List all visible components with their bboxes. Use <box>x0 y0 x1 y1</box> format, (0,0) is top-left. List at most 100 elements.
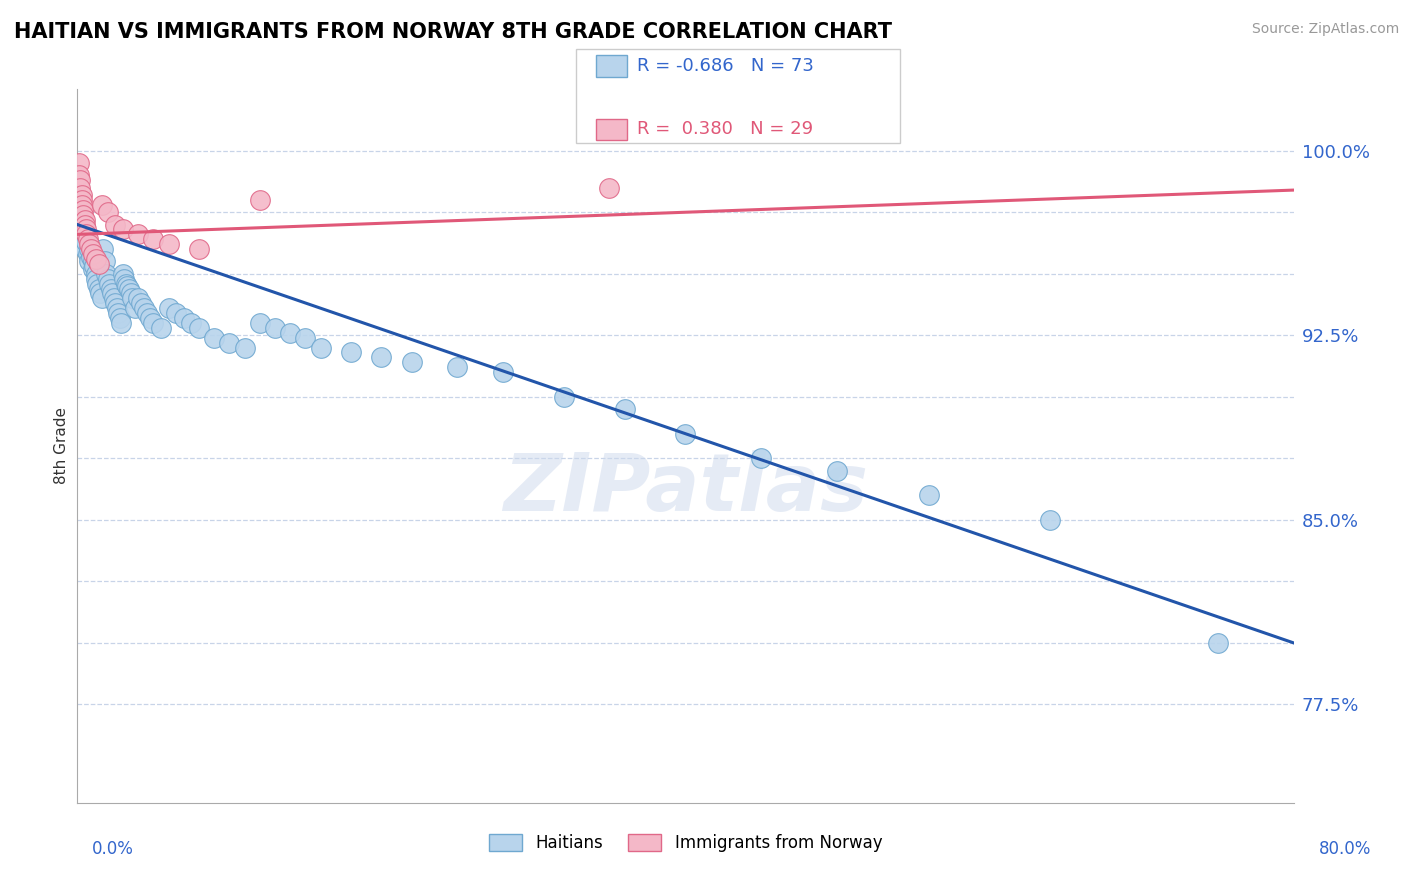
Point <box>136 306 159 320</box>
Point <box>340 345 363 359</box>
Point <box>173 311 195 326</box>
Point <box>90 198 112 212</box>
Point <box>233 341 256 355</box>
Point <box>139 311 162 326</box>
Point <box>202 331 225 345</box>
Point <box>249 193 271 207</box>
Point <box>1206 636 1229 650</box>
Point <box>72 208 94 222</box>
Point <box>675 426 697 441</box>
Point <box>87 281 110 295</box>
Point <box>80 250 103 264</box>
Text: 0.0%: 0.0% <box>91 840 134 858</box>
Point <box>121 291 143 305</box>
Point <box>249 316 271 330</box>
Point <box>84 252 107 266</box>
Point <box>82 261 104 276</box>
Point <box>69 222 91 236</box>
Point <box>188 242 211 256</box>
Point <box>598 180 620 194</box>
Point <box>918 488 941 502</box>
Text: R =  0.380   N = 29: R = 0.380 N = 29 <box>637 120 813 138</box>
Point <box>103 291 125 305</box>
Point <box>84 267 107 281</box>
Point <box>96 267 118 281</box>
Point <box>67 156 90 170</box>
Point <box>278 326 301 340</box>
Point <box>129 296 152 310</box>
Point <box>70 230 93 244</box>
Point <box>72 232 94 246</box>
Point <box>97 271 120 285</box>
Point <box>70 188 93 202</box>
Point <box>98 277 121 291</box>
Point <box>120 286 142 301</box>
Point <box>82 247 104 261</box>
Point <box>84 271 107 285</box>
Point <box>110 316 132 330</box>
Point <box>105 301 128 316</box>
Point <box>127 291 149 305</box>
Point <box>87 257 110 271</box>
Text: R = -0.686   N = 73: R = -0.686 N = 73 <box>637 57 814 75</box>
Point <box>86 277 108 291</box>
Point <box>89 286 111 301</box>
Point <box>69 173 91 187</box>
Point <box>111 267 134 281</box>
Point <box>118 281 141 295</box>
Point <box>70 193 93 207</box>
Point <box>75 227 97 242</box>
Point <box>613 402 636 417</box>
Point <box>107 306 129 320</box>
Legend: Haitians, Immigrants from Norway: Haitians, Immigrants from Norway <box>482 827 889 859</box>
Point <box>72 202 94 217</box>
Point <box>80 242 103 256</box>
Point <box>142 232 165 246</box>
Point <box>309 341 332 355</box>
Text: HAITIAN VS IMMIGRANTS FROM NORWAY 8TH GRADE CORRELATION CHART: HAITIAN VS IMMIGRANTS FROM NORWAY 8TH GR… <box>14 22 891 42</box>
Point <box>73 212 96 227</box>
Point <box>70 198 93 212</box>
Point <box>67 169 90 183</box>
Point <box>180 316 202 330</box>
Text: 80.0%: 80.0% <box>1319 840 1371 858</box>
Point <box>97 205 120 219</box>
Point <box>149 321 172 335</box>
Point <box>101 286 124 301</box>
Point <box>73 242 96 256</box>
Point <box>73 218 96 232</box>
Point <box>188 321 211 335</box>
Point <box>93 254 115 268</box>
Point <box>117 279 139 293</box>
Point <box>218 335 240 350</box>
Point <box>77 232 100 246</box>
Point <box>401 355 423 369</box>
Point <box>370 351 392 365</box>
Point <box>108 311 131 326</box>
Point <box>111 222 134 236</box>
Point <box>91 242 114 256</box>
Point <box>142 316 165 330</box>
Point <box>90 291 112 305</box>
Text: Source: ZipAtlas.com: Source: ZipAtlas.com <box>1251 22 1399 37</box>
Point <box>82 254 104 268</box>
Point <box>75 222 97 236</box>
Point <box>77 247 100 261</box>
Point <box>294 331 316 345</box>
Point <box>127 227 149 242</box>
Point <box>75 235 97 249</box>
Point <box>69 180 91 194</box>
Point <box>115 277 138 291</box>
Point <box>104 296 127 310</box>
Point <box>446 360 468 375</box>
Point <box>79 254 101 268</box>
Y-axis label: 8th Grade: 8th Grade <box>53 408 69 484</box>
Point <box>492 365 515 379</box>
Point <box>100 281 122 295</box>
Point <box>79 237 101 252</box>
Point <box>114 271 136 285</box>
Text: ZIPatlas: ZIPatlas <box>503 450 868 528</box>
Point <box>134 301 156 316</box>
Point <box>157 301 180 316</box>
Point <box>104 218 127 232</box>
